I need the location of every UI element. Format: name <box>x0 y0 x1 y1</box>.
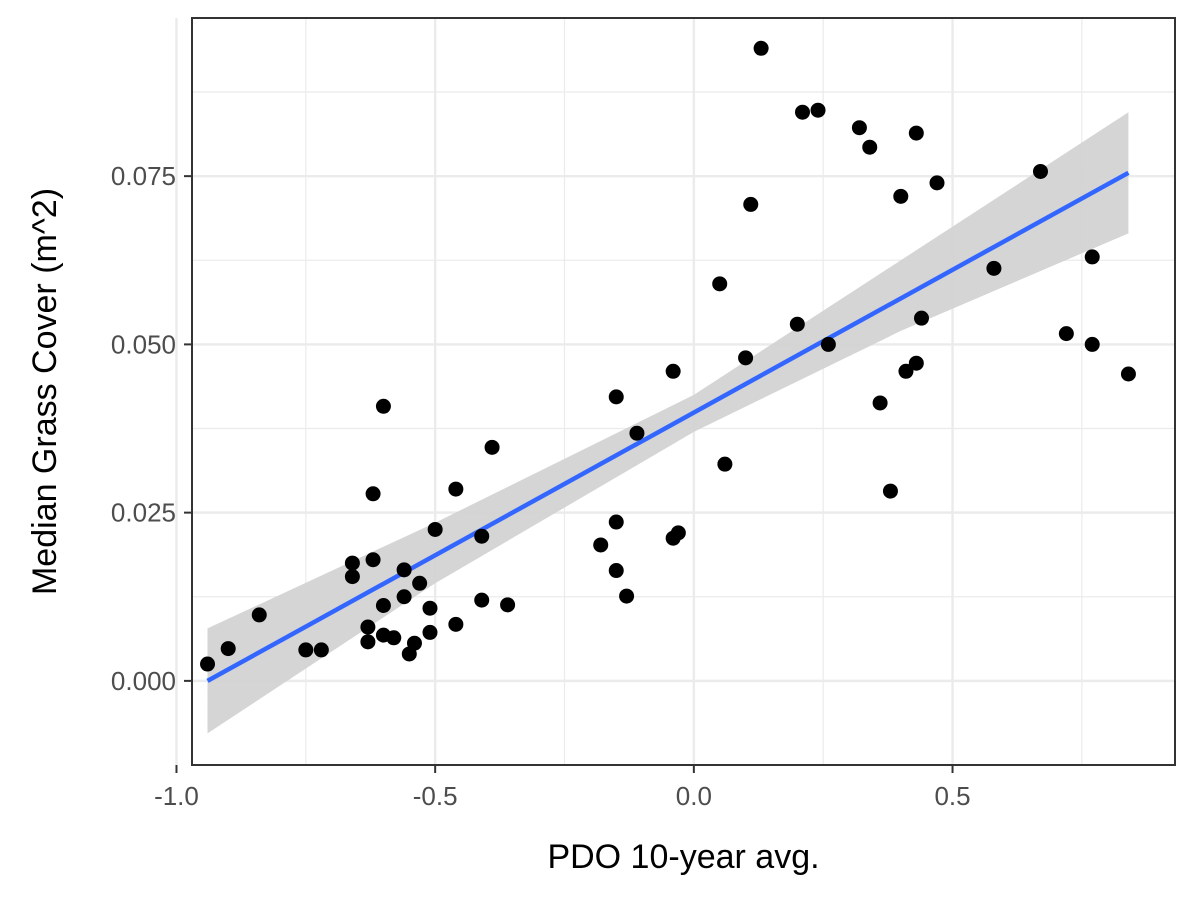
regression-line <box>206 170 1130 683</box>
data-point <box>412 575 428 591</box>
data-point <box>1084 249 1100 265</box>
data-point <box>882 483 898 499</box>
data-point <box>862 139 878 155</box>
data-point <box>365 486 381 502</box>
data-point <box>738 350 754 366</box>
data-point <box>665 363 681 379</box>
data-point <box>789 316 805 332</box>
data-point <box>1058 326 1074 342</box>
data-point <box>422 624 438 640</box>
data-point <box>474 528 490 544</box>
data-point <box>375 598 391 614</box>
data-point <box>298 642 314 658</box>
data-point <box>593 537 609 553</box>
confidence-band <box>207 112 1129 734</box>
data-point <box>743 196 759 212</box>
data-point <box>810 102 826 118</box>
panel-border <box>191 17 1176 766</box>
data-point <box>474 592 490 608</box>
data-point <box>313 642 329 658</box>
x-tick-label: 0.5 <box>934 781 970 811</box>
x-axis-title: PDO 10-year avg. <box>547 838 819 876</box>
y-tick-label: 0.075 <box>111 161 176 191</box>
data-point <box>619 588 635 604</box>
data-point <box>386 630 402 646</box>
data-point <box>753 40 769 56</box>
data-point <box>608 389 624 405</box>
data-point <box>344 555 360 571</box>
data-point <box>608 563 624 579</box>
data-point <box>422 600 438 616</box>
data-point <box>360 634 376 650</box>
data-point <box>344 569 360 585</box>
y-axis-ticks: 0.000 0.025 0.050 0.075 <box>111 161 192 696</box>
x-axis-ticks: -1.0 -0.5 0.0 0.5 <box>154 765 971 811</box>
data-point <box>251 607 267 623</box>
x-tick-label: -0.5 <box>413 781 458 811</box>
data-point <box>872 395 888 411</box>
data-point <box>893 188 909 204</box>
y-tick-label: 0.050 <box>111 329 176 359</box>
y-axis-title: Median Grass Cover (m^2) <box>26 188 64 595</box>
y-tick-label: 0.025 <box>111 498 176 528</box>
data-point <box>200 656 216 672</box>
data-point <box>608 514 624 530</box>
x-tick-label: 0.0 <box>676 781 712 811</box>
data-point <box>629 425 645 441</box>
data-point <box>360 619 376 635</box>
data-point <box>427 521 443 537</box>
data-point <box>670 525 686 541</box>
data-point <box>908 355 924 371</box>
data-point <box>484 439 500 455</box>
data-point <box>448 481 464 497</box>
y-tick-label: 0.000 <box>111 666 176 696</box>
data-point <box>712 276 728 292</box>
data-point <box>986 260 1002 276</box>
data-point <box>396 589 412 605</box>
data-point <box>365 552 381 568</box>
data-point <box>794 104 810 120</box>
major-gridlines <box>175 18 1175 765</box>
data-point <box>220 641 236 657</box>
data-point <box>448 616 464 632</box>
x-tick-label: -1.0 <box>154 781 199 811</box>
data-point <box>717 456 733 472</box>
data-point <box>406 635 422 651</box>
data-point <box>396 562 412 578</box>
data-point <box>500 597 516 613</box>
data-point <box>1120 366 1136 382</box>
data-point <box>375 398 391 414</box>
data-point <box>1032 163 1048 179</box>
data-point <box>1084 336 1100 352</box>
data-point <box>851 120 867 136</box>
data-point <box>898 363 914 379</box>
data-point <box>820 336 836 352</box>
data-point <box>908 125 924 141</box>
data-point <box>929 175 945 191</box>
data-point <box>913 310 929 326</box>
data-points <box>200 40 1136 672</box>
